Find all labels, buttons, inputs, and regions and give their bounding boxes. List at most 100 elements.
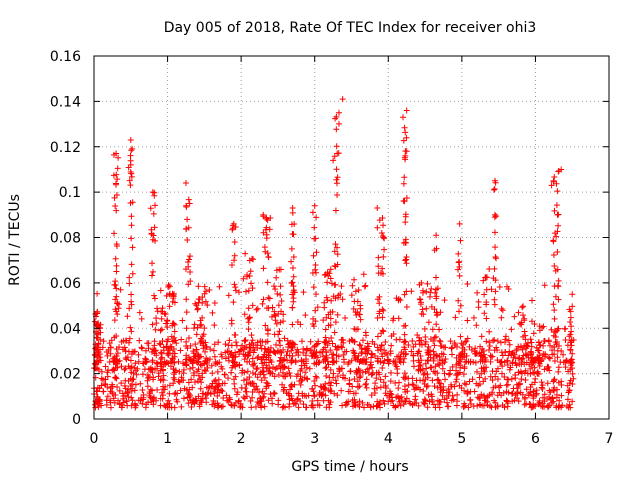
data-point [479,402,486,409]
data-point [484,393,491,400]
data-point [214,402,221,409]
data-point [567,339,574,346]
data-point [509,359,516,366]
data-point [280,403,287,410]
data-point [259,300,266,307]
data-point [276,328,283,335]
data-point [402,398,409,405]
data-point [416,348,423,355]
data-point [302,352,309,359]
data-point [409,375,416,382]
data-point [486,339,493,346]
data-point [268,395,275,402]
data-point [434,311,441,318]
data-point [417,301,424,308]
data-point [147,205,154,212]
data-point [227,396,234,403]
data-point [486,342,493,349]
data-point [349,282,356,289]
data-point [510,354,517,361]
data-point [114,364,121,371]
data-point [442,376,449,383]
data-point [377,269,384,276]
data-point [302,312,309,319]
data-point [127,357,134,364]
data-point [107,404,114,411]
data-point [209,309,216,316]
data-point [128,402,135,409]
data-point [322,271,329,278]
data-point [179,317,186,324]
data-point [182,180,189,187]
data-point [418,279,425,286]
data-point [124,313,131,320]
data-point [154,386,161,393]
data-point [138,344,145,351]
data-point [170,380,177,387]
data-point [247,344,254,351]
data-point [333,166,340,173]
data-point [230,299,237,306]
data-point [402,338,409,345]
data-point [102,381,109,388]
data-point [460,371,467,378]
data-point [192,341,199,348]
data-point [242,385,249,392]
data-point [126,305,133,312]
data-point [111,317,118,324]
data-point [178,403,185,410]
data-point [374,402,381,409]
data-point [166,283,173,290]
data-point [185,256,192,263]
data-point [424,371,431,378]
data-point [516,381,523,388]
data-point [328,335,335,342]
data-point [546,367,553,374]
data-point [200,331,207,338]
data-point [498,305,505,312]
data-point [527,336,534,343]
y-axis-label: ROTI / TECUs [7,194,23,286]
data-point [288,279,295,286]
data-point [289,344,296,351]
data-point [400,137,407,144]
data-point [153,315,160,322]
data-point [112,296,119,303]
data-point [431,383,438,390]
data-point [551,351,558,358]
data-point [125,339,132,346]
data-point [113,361,120,368]
data-point [211,341,218,348]
data-point [325,387,332,394]
data-point [189,364,196,371]
data-point [464,317,471,324]
data-point [109,383,116,390]
data-point [333,126,340,133]
data-point [440,383,447,390]
data-point [438,350,445,357]
data-point [132,360,139,367]
data-point [519,312,526,319]
data-point [288,258,295,265]
data-point [163,338,170,345]
data-point [150,346,157,353]
data-point [481,291,488,298]
data-point [550,398,557,405]
data-point [114,300,121,307]
data-point [424,357,431,364]
data-point [512,392,519,399]
data-point [105,367,112,374]
data-point [374,224,381,231]
data-point [278,308,285,315]
data-point [290,287,297,294]
data-point [334,261,341,268]
data-point [529,354,536,361]
data-point [222,341,229,348]
data-point [123,356,130,363]
data-point [309,386,316,393]
data-point [209,380,216,387]
data-point [321,339,328,346]
data-point [381,246,388,253]
data-point [445,371,452,378]
data-point [132,381,139,388]
